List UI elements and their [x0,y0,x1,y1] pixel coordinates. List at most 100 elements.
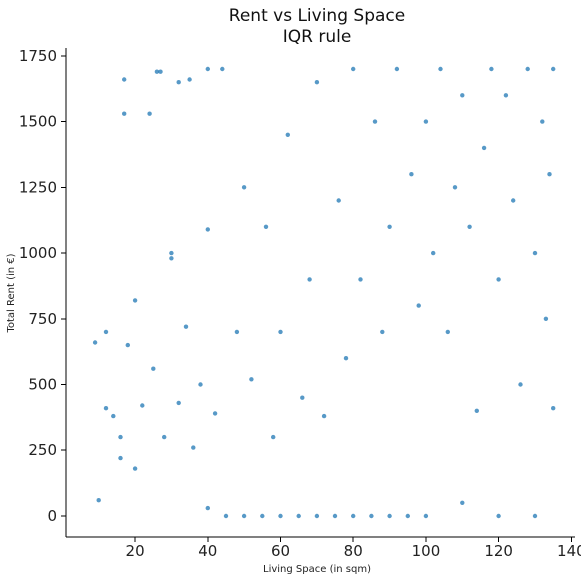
data-point [351,513,356,519]
x-tick-label: 100 [412,542,441,560]
y-axis-label: Total Rent (in €) [6,253,17,333]
data-point [369,513,374,519]
data-point [496,513,501,519]
data-point [518,382,523,387]
x-tick-label: 120 [484,542,513,560]
data-point [351,66,356,72]
data-point [223,513,229,519]
data-point [132,298,138,303]
data-points-layer [92,66,556,519]
data-point [198,382,203,387]
data-point [176,80,181,85]
data-point [460,93,465,98]
data-point [122,111,127,116]
data-point [169,250,174,256]
data-point [481,145,487,151]
data-point [234,329,240,335]
data-point [431,250,436,256]
y-tick-label: 1250 [19,178,57,196]
y-tick-label: 1750 [19,47,57,65]
data-point [532,513,538,519]
data-point [551,406,556,411]
data-point [278,329,283,335]
data-point [169,256,174,261]
data-point [314,513,320,519]
data-point [532,250,538,256]
data-point [343,356,349,361]
data-point [474,408,479,413]
data-point [511,198,516,203]
y-tick-label: 750 [28,310,57,328]
data-point [551,66,556,72]
data-point [176,400,181,406]
data-point [162,434,167,440]
data-point [151,366,156,371]
data-point [154,69,160,74]
y-tick-label: 500 [28,376,57,394]
data-point [132,466,138,471]
data-point [467,224,472,229]
data-point [503,93,509,98]
data-point [260,513,265,519]
data-point [118,455,123,461]
data-point [278,513,283,519]
data-point [387,513,392,519]
x-axis-label: Living Space (in sqm) [263,564,371,575]
data-point [543,316,549,321]
data-point [125,342,130,348]
data-point [423,513,429,519]
x-tick-label: 140 [557,542,581,560]
y-tick-label: 1000 [19,244,57,262]
data-point [271,434,276,440]
data-point [118,434,123,440]
data-point [489,66,494,72]
data-point [300,395,305,400]
data-point [212,411,218,416]
y-tick-label: 1500 [19,113,57,131]
data-point [372,119,378,124]
data-point [540,119,545,124]
data-point [445,329,450,335]
data-point [496,277,501,282]
data-point [191,445,196,450]
data-point [96,498,101,503]
data-point [460,500,465,505]
data-point [380,329,385,335]
data-point [187,77,192,82]
y-tick-label: 250 [28,441,57,459]
x-tick-label: 40 [198,542,217,560]
data-point [140,403,145,408]
data-point [296,513,301,519]
chart-title: Rent vs Living Space [229,6,405,26]
data-point [285,132,290,137]
data-point [220,66,225,72]
x-tick-label: 80 [344,542,363,560]
data-point [111,413,116,419]
data-point [314,80,320,85]
y-tick-label: 0 [47,507,57,525]
data-point [332,513,338,519]
data-point [409,172,414,177]
data-point [205,66,210,72]
x-tick-label: 60 [271,542,290,560]
data-point [452,185,458,190]
data-point [103,406,109,411]
data-point [307,277,312,282]
data-point [249,377,254,382]
data-point [158,69,163,74]
y-ticks-layer: 0 250 500 750 1000 1250 1500 1750 [19,47,66,525]
data-point [122,77,127,82]
data-point [547,172,552,177]
data-point [263,224,269,229]
data-point [438,66,443,72]
chart-subtitle: IQR rule [283,27,352,47]
data-point [241,513,247,519]
data-point [525,66,530,72]
data-point [416,303,421,308]
data-point [423,119,429,124]
data-point [387,224,392,229]
data-point [241,185,247,190]
x-tick-label: 20 [126,542,145,560]
